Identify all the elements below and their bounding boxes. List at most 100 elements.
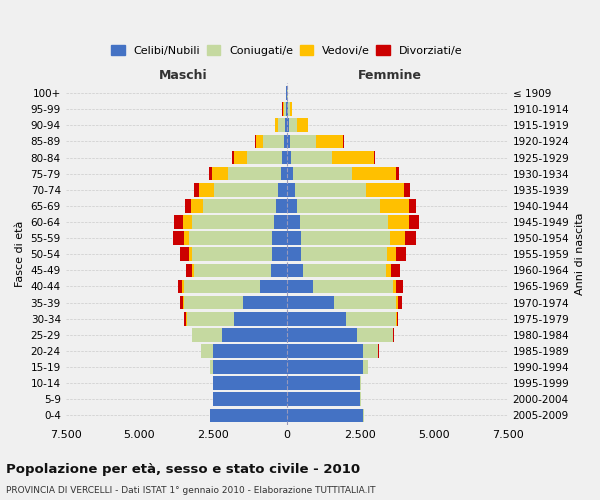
Bar: [283, 150, 287, 164]
Bar: [301, 232, 390, 245]
Bar: [409, 199, 416, 212]
Bar: [290, 102, 292, 116]
Text: Femmine: Femmine: [358, 68, 422, 82]
Bar: [189, 248, 193, 261]
Bar: [396, 312, 397, 326]
Bar: [174, 215, 182, 229]
Bar: [291, 150, 332, 164]
Bar: [213, 392, 287, 406]
Text: Popolazione per età, sesso e stato civile - 2010: Popolazione per età, sesso e stato civil…: [6, 462, 360, 475]
Bar: [284, 102, 286, 116]
Bar: [277, 199, 287, 212]
Y-axis label: Fasce di età: Fasce di età: [15, 221, 25, 288]
Bar: [316, 134, 343, 148]
Bar: [178, 280, 182, 293]
Bar: [203, 199, 277, 212]
Bar: [287, 376, 361, 390]
Bar: [201, 344, 213, 358]
Bar: [398, 296, 402, 310]
Bar: [287, 408, 364, 422]
Bar: [210, 360, 213, 374]
Bar: [343, 134, 344, 148]
Bar: [393, 280, 396, 293]
Bar: [278, 183, 287, 196]
Bar: [295, 183, 366, 196]
Bar: [390, 232, 404, 245]
Bar: [387, 248, 396, 261]
Bar: [287, 199, 297, 212]
Bar: [260, 280, 287, 293]
Bar: [286, 102, 287, 116]
Bar: [209, 167, 212, 180]
Bar: [396, 248, 406, 261]
Bar: [287, 118, 289, 132]
Bar: [346, 312, 396, 326]
Bar: [274, 215, 287, 229]
Bar: [213, 376, 287, 390]
Bar: [287, 134, 290, 148]
Bar: [232, 150, 233, 164]
Bar: [191, 215, 274, 229]
Bar: [242, 296, 287, 310]
Bar: [256, 134, 263, 148]
Bar: [388, 215, 409, 229]
Bar: [298, 118, 308, 132]
Bar: [287, 360, 364, 374]
Bar: [182, 296, 184, 310]
Bar: [194, 183, 199, 196]
Bar: [332, 150, 374, 164]
Bar: [391, 264, 400, 277]
Bar: [182, 280, 184, 293]
Bar: [366, 183, 404, 196]
Bar: [247, 150, 283, 164]
Bar: [364, 344, 378, 358]
Bar: [187, 312, 233, 326]
Text: PROVINCIA DI VERCELLI - Dati ISTAT 1° gennaio 2010 - Elaborazione TUTTITALIA.IT: PROVINCIA DI VERCELLI - Dati ISTAT 1° ge…: [6, 486, 376, 495]
Bar: [358, 328, 393, 342]
Bar: [293, 167, 352, 180]
Bar: [278, 118, 285, 132]
Bar: [290, 134, 316, 148]
Bar: [184, 232, 190, 245]
Bar: [397, 312, 398, 326]
Bar: [313, 280, 393, 293]
Bar: [233, 312, 287, 326]
Bar: [287, 328, 358, 342]
Bar: [272, 232, 287, 245]
Bar: [386, 264, 391, 277]
Bar: [281, 167, 287, 180]
Bar: [213, 344, 287, 358]
Bar: [287, 248, 301, 261]
Bar: [271, 264, 287, 277]
Bar: [287, 150, 291, 164]
Bar: [182, 215, 191, 229]
Text: Maschi: Maschi: [159, 68, 208, 82]
Bar: [297, 199, 380, 212]
Bar: [184, 296, 242, 310]
Bar: [184, 280, 260, 293]
Bar: [185, 264, 191, 277]
Bar: [289, 118, 298, 132]
Bar: [287, 296, 334, 310]
Bar: [214, 183, 278, 196]
Bar: [374, 150, 375, 164]
Bar: [303, 264, 386, 277]
Bar: [287, 344, 364, 358]
Bar: [228, 167, 281, 180]
Bar: [194, 264, 271, 277]
Bar: [334, 296, 396, 310]
Bar: [213, 360, 287, 374]
Bar: [396, 280, 403, 293]
Bar: [212, 167, 228, 180]
Bar: [272, 248, 287, 261]
Bar: [193, 248, 272, 261]
Bar: [222, 328, 287, 342]
Bar: [180, 248, 189, 261]
Bar: [404, 183, 410, 196]
Bar: [184, 312, 186, 326]
Bar: [396, 296, 398, 310]
Bar: [409, 215, 419, 229]
Bar: [287, 183, 295, 196]
Y-axis label: Anni di nascita: Anni di nascita: [575, 213, 585, 296]
Bar: [287, 312, 346, 326]
